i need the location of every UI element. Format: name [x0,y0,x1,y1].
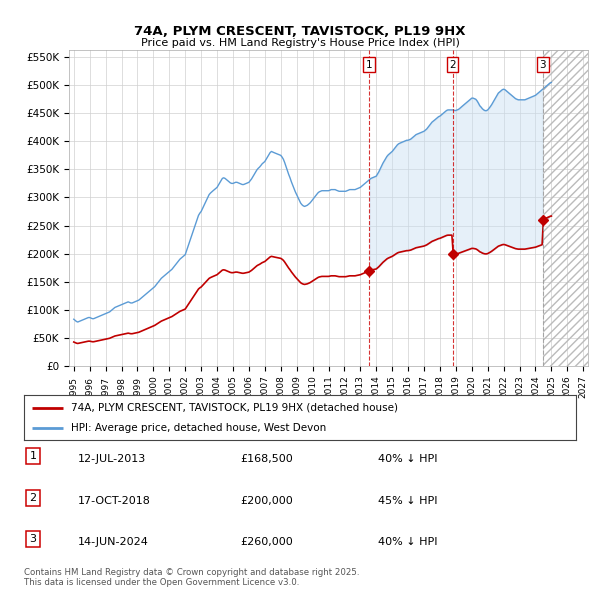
Text: 2: 2 [449,60,456,70]
Text: 1: 1 [29,451,37,461]
Text: 40% ↓ HPI: 40% ↓ HPI [378,537,437,547]
Text: Contains HM Land Registry data © Crown copyright and database right 2025.
This d: Contains HM Land Registry data © Crown c… [24,568,359,587]
Text: 74A, PLYM CRESCENT, TAVISTOCK, PL19 9HX (detached house): 74A, PLYM CRESCENT, TAVISTOCK, PL19 9HX … [71,403,398,412]
Text: 12-JUL-2013: 12-JUL-2013 [78,454,146,464]
Text: 40% ↓ HPI: 40% ↓ HPI [378,454,437,464]
Text: 14-JUN-2024: 14-JUN-2024 [78,537,149,547]
Text: 1: 1 [365,60,372,70]
Text: 2: 2 [29,493,37,503]
Text: 3: 3 [539,60,546,70]
Text: HPI: Average price, detached house, West Devon: HPI: Average price, detached house, West… [71,424,326,434]
Text: 17-OCT-2018: 17-OCT-2018 [78,496,151,506]
Text: 74A, PLYM CRESCENT, TAVISTOCK, PL19 9HX: 74A, PLYM CRESCENT, TAVISTOCK, PL19 9HX [134,25,466,38]
Text: £200,000: £200,000 [240,496,293,506]
Text: Price paid vs. HM Land Registry's House Price Index (HPI): Price paid vs. HM Land Registry's House … [140,38,460,48]
Text: 3: 3 [29,534,37,544]
Text: £168,500: £168,500 [240,454,293,464]
Text: 45% ↓ HPI: 45% ↓ HPI [378,496,437,506]
Text: £260,000: £260,000 [240,537,293,547]
